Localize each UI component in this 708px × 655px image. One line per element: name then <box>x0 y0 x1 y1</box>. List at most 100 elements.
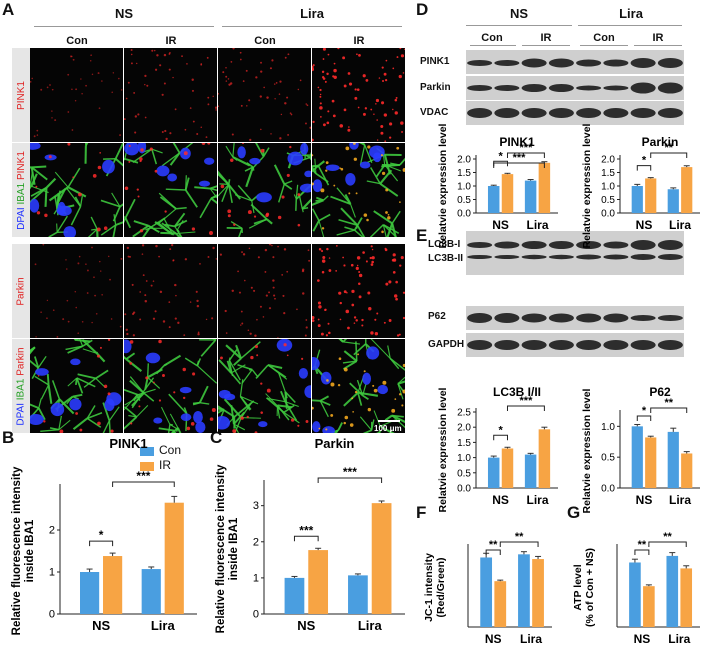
blot-strip <box>466 333 684 357</box>
y-tick-label: 0.0 <box>601 484 615 495</box>
panel-letter-a: A <box>2 0 15 19</box>
chart-title: PINK1 <box>109 436 147 451</box>
micrograph-tile <box>30 48 123 142</box>
significance-bracket <box>648 541 687 547</box>
bar-ir <box>645 178 657 213</box>
x-tick-label: Lira <box>669 218 691 232</box>
bar-ir <box>501 174 514 213</box>
chart-g: ATP level(% of Con + NS) NS Lira ** ** <box>572 531 700 646</box>
condition-divider <box>580 45 628 46</box>
x-tick-label: Lira <box>526 493 548 507</box>
y-tick-label: 2.0 <box>457 155 471 166</box>
significance-marker: *** <box>520 395 534 407</box>
bar-ir <box>538 162 551 213</box>
bar-ir <box>103 556 123 614</box>
micrograph-tile <box>124 339 217 433</box>
blot-group-lira: Lira <box>619 6 643 21</box>
scale-bar <box>378 420 400 422</box>
bar-con <box>487 186 500 213</box>
significance-bracket <box>485 549 501 555</box>
bar-con <box>348 575 368 614</box>
micrograph-tile <box>124 48 217 142</box>
blot-condition: Con <box>481 32 503 44</box>
y-tick-label: 2.0 <box>457 423 471 434</box>
significance-bracket <box>493 434 508 441</box>
significance-bracket <box>112 481 175 487</box>
blot-strip <box>466 50 684 74</box>
blot-strip <box>466 231 684 275</box>
bar-ir <box>308 550 329 614</box>
chart-b: 0 1 2 PINK1 Relative fluorescence intensityi… <box>11 436 197 635</box>
y-tick-label: 1 <box>253 572 259 584</box>
micrograph-tile <box>124 244 217 338</box>
blot-strip <box>466 76 684 100</box>
bar-con <box>524 454 537 488</box>
chart-e1: 0.0 0.5 1.0 1.5 2.0 2.5 LC3B I/II Relatvie expr… <box>437 385 558 512</box>
chart-e2: 0.0 0.5 1.0 P62 Relatvie expression level NS L… <box>581 385 700 513</box>
y-tick-label: 0.0 <box>457 209 471 220</box>
significance-marker: ** <box>664 397 673 409</box>
group-divider <box>34 26 214 27</box>
micrograph-tile <box>312 143 405 237</box>
significance-marker: ** <box>638 539 647 551</box>
micrograph-tile <box>218 143 311 237</box>
bar-con <box>480 557 493 627</box>
bar-con <box>667 431 679 488</box>
significance-marker: ** <box>663 531 672 543</box>
bar-con <box>524 180 537 213</box>
panel-letter-b: B <box>2 428 15 447</box>
y-tick-label: 2.5 <box>457 408 471 419</box>
significance-marker: *** <box>520 142 534 154</box>
bar-ir <box>371 503 392 614</box>
bar-con <box>667 189 679 213</box>
significance-bracket <box>650 152 688 158</box>
micrograph-tile <box>30 339 123 433</box>
blot-label-lc3b-i: LC3B-I <box>428 239 461 250</box>
significance-bracket <box>506 152 545 158</box>
significance-marker: ** <box>515 531 524 543</box>
bar-con <box>487 457 500 488</box>
y-tick-label: 2 <box>49 525 55 537</box>
y-tick-label: 0.5 <box>457 195 471 206</box>
micrograph-tile <box>312 48 405 142</box>
micrograph-tile <box>312 339 405 433</box>
condition-label: Con <box>254 35 276 47</box>
scale-bar-label: 100 μm <box>374 424 402 433</box>
bar-ir <box>494 581 507 627</box>
significance-bracket <box>499 541 539 547</box>
x-tick-label: NS <box>636 493 653 507</box>
bar-con <box>284 577 305 614</box>
x-tick-label: NS <box>297 618 315 633</box>
significance-bracket <box>317 477 383 483</box>
bar-con <box>666 555 679 627</box>
y-tick-label: 2 <box>253 536 259 548</box>
bar-ir <box>164 502 184 614</box>
legend-swatch-ir <box>140 462 154 471</box>
y-axis-label: JC-1 intensity(Red/Green) <box>423 553 447 622</box>
significance-bracket <box>636 415 652 421</box>
y-tick-label: 0.5 <box>601 453 615 464</box>
y-tick-label: 1.5 <box>601 168 615 179</box>
y-tick-label: 3 <box>253 500 259 512</box>
bar-ir <box>681 167 693 213</box>
micrograph-tile <box>30 244 123 338</box>
x-tick-label: Lira <box>526 218 548 232</box>
condition-label: IR <box>353 35 365 47</box>
y-tick-label: 2.0 <box>601 155 615 166</box>
x-tick-label: Lira <box>668 632 690 646</box>
bar-ir <box>538 429 551 488</box>
group-label-lira: Lira <box>300 6 324 21</box>
significance-marker: ** <box>664 142 673 154</box>
blot-strip <box>466 306 684 330</box>
bar-con <box>141 569 161 614</box>
significance-marker: *** <box>136 469 150 483</box>
y-tick-label: 0.5 <box>457 468 471 479</box>
bar-con <box>631 186 643 213</box>
micrograph-tile <box>218 244 311 338</box>
chart-title: Parkin <box>315 436 355 451</box>
micrograph-tile <box>218 339 311 433</box>
legend-label-con: Con <box>159 443 182 457</box>
significance-bracket <box>650 407 688 413</box>
bar-ir <box>680 568 693 627</box>
panel-letter-d: D <box>416 0 429 19</box>
